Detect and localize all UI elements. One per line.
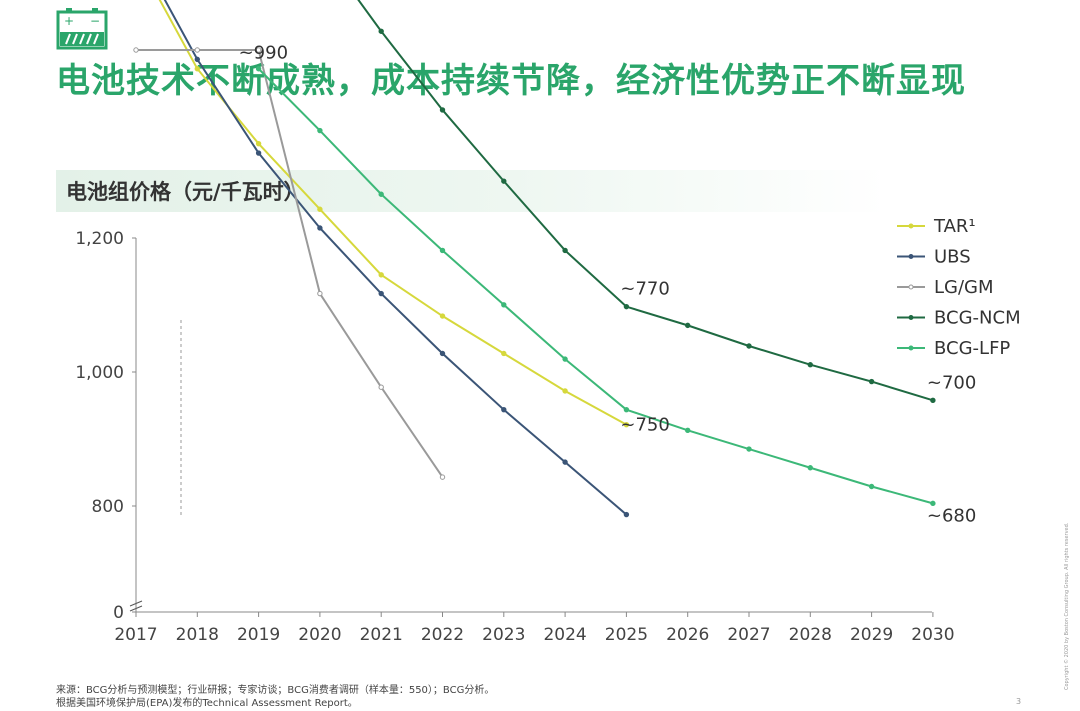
chart-subtitle: 电池组价格（元/千瓦时） bbox=[66, 180, 305, 204]
y-tick-label: 800 bbox=[92, 497, 124, 517]
legend-label-lggm: LG/GM bbox=[934, 277, 994, 298]
x-tick-label: 2022 bbox=[421, 625, 464, 645]
point-bcgncm-2022 bbox=[439, 107, 446, 113]
x-tick-label: 2018 bbox=[176, 625, 219, 645]
subtitle-band bbox=[56, 170, 886, 212]
x-tick-label: 2028 bbox=[789, 625, 832, 645]
data-label: ~770 bbox=[620, 279, 669, 300]
point-tar-2021 bbox=[378, 272, 384, 278]
point-tar-2020 bbox=[317, 206, 323, 212]
point-bcgncm-2025 bbox=[623, 303, 630, 310]
source-line-2: 根据美国环境保护局(EPA)发布的Technical Assessment Re… bbox=[56, 698, 358, 709]
point-bcgncm-2027 bbox=[746, 343, 752, 349]
point-ubs-2021 bbox=[378, 290, 384, 297]
point-ubs-2025 bbox=[623, 511, 630, 518]
x-tick-label: 2025 bbox=[605, 625, 648, 645]
x-tick-label: 2023 bbox=[482, 625, 525, 645]
page-number: 3 bbox=[1016, 697, 1022, 706]
point-bcglfp-2023 bbox=[501, 302, 507, 308]
x-tick-label: 2029 bbox=[850, 625, 893, 645]
series-line-tar bbox=[158, 0, 627, 426]
source-line-1: 来源：BCG分析与预测模型；行业研报；专家访谈；BCG消费者调研（样本量：550… bbox=[56, 685, 495, 696]
point-bcglfp-2030 bbox=[930, 500, 936, 507]
legend-marker-bcglfp bbox=[908, 345, 914, 351]
svg-text:−: − bbox=[90, 14, 100, 28]
legend-label-bcglfp: BCG-LFP bbox=[934, 338, 1010, 359]
legend-marker-tar bbox=[908, 223, 914, 229]
x-tick-label: 2021 bbox=[360, 625, 403, 645]
svg-text:+: + bbox=[64, 14, 74, 28]
point-bcglfp-2019 bbox=[255, 66, 262, 72]
legend-marker-ubs bbox=[908, 254, 914, 259]
x-tick-label: 2020 bbox=[298, 625, 341, 645]
x-tick-label: 2030 bbox=[911, 625, 954, 645]
x-tick-label: 2027 bbox=[727, 625, 770, 645]
point-lggm-2017 bbox=[133, 47, 139, 53]
point-lggm-2020 bbox=[317, 290, 323, 297]
point-bcglfp-2029 bbox=[868, 483, 875, 490]
point-bcglfp-2024 bbox=[562, 356, 568, 362]
x-tick-label: 2024 bbox=[543, 625, 586, 645]
series-line-bcglfp bbox=[257, 68, 934, 505]
point-bcglfp-2028 bbox=[807, 465, 813, 471]
data-label: ~990 bbox=[239, 43, 288, 64]
point-bcgncm-2021 bbox=[378, 28, 384, 34]
point-tar-2022 bbox=[439, 313, 446, 319]
axis-break-mark bbox=[129, 600, 143, 612]
point-lggm-2019 bbox=[255, 47, 262, 53]
data-label: ~680 bbox=[927, 505, 976, 526]
point-ubs-2023 bbox=[501, 406, 507, 413]
series-line-lggm bbox=[136, 49, 444, 478]
legend-marker-lggm bbox=[908, 284, 914, 290]
point-lggm-2018 bbox=[194, 47, 201, 53]
data-label: ~750 bbox=[620, 415, 669, 436]
point-tar-2024 bbox=[562, 388, 568, 394]
point-bcglfp-2025 bbox=[623, 406, 630, 413]
point-tar-2018 bbox=[194, 66, 201, 72]
copyright-text: Copyright © 2020 by Boston Consulting Gr… bbox=[1064, 522, 1070, 690]
series-line-bcgncm bbox=[357, 0, 934, 402]
y-tick-label: 1,200 bbox=[75, 229, 124, 249]
point-ubs-2020 bbox=[317, 225, 323, 231]
point-bcgncm-2026 bbox=[685, 322, 691, 329]
point-bcgncm-2029 bbox=[868, 378, 875, 385]
point-bcgncm-2024 bbox=[562, 247, 568, 254]
point-bcglfp-2022 bbox=[439, 247, 446, 254]
point-bcglfp-2027 bbox=[746, 446, 752, 452]
point-bcgncm-2028 bbox=[807, 362, 813, 368]
y-tick-label: 1,000 bbox=[75, 363, 124, 383]
x-tick-label: 2026 bbox=[666, 625, 709, 645]
point-bcglfp-2020 bbox=[317, 127, 323, 134]
point-lggm-2021 bbox=[378, 384, 384, 390]
x-tick-label: 2019 bbox=[237, 625, 280, 645]
legend-label-ubs: UBS bbox=[934, 247, 971, 268]
point-lggm-2022 bbox=[439, 474, 446, 480]
data-label: ~700 bbox=[927, 372, 976, 393]
point-ubs-2018 bbox=[194, 56, 201, 63]
point-ubs-2022 bbox=[439, 350, 446, 357]
footer-source: 来源：BCG分析与预测模型；行业研报；专家访谈；BCG消费者调研（样本量：550… bbox=[56, 684, 494, 710]
legend-label-bcgncm: BCG-NCM bbox=[934, 308, 1021, 329]
point-ubs-2024 bbox=[562, 459, 568, 465]
point-tar-2023 bbox=[501, 350, 507, 357]
y-tick-label: 0 bbox=[113, 603, 124, 623]
legend-label-tar: TAR¹ bbox=[933, 216, 976, 237]
point-ubs-2019 bbox=[255, 150, 262, 156]
point-bcglfp-2021 bbox=[378, 191, 384, 197]
battery-icon: + − bbox=[56, 8, 108, 50]
point-bcgncm-2023 bbox=[501, 178, 507, 184]
legend-marker-bcgncm bbox=[908, 315, 914, 320]
point-bcglfp-2026 bbox=[685, 427, 691, 433]
x-tick-label: 2017 bbox=[114, 625, 157, 645]
series-line-ubs bbox=[163, 0, 628, 516]
point-tar-2019 bbox=[255, 140, 262, 147]
point-tar-2025 bbox=[623, 421, 630, 428]
point-bcgncm-2030 bbox=[930, 397, 936, 404]
